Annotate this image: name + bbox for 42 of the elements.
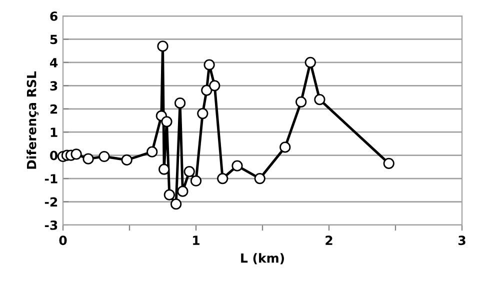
point	[314, 94, 326, 106]
point	[232, 160, 243, 172]
y-tick-label: 1	[50, 128, 58, 137]
point	[161, 116, 172, 128]
x-tick-label: 2	[326, 236, 332, 245]
point	[201, 84, 212, 96]
y-axis-title: Diferença RSL	[26, 71, 39, 169]
point	[121, 154, 132, 166]
point	[197, 108, 208, 120]
point	[190, 175, 202, 186]
point	[177, 186, 188, 197]
point	[98, 150, 110, 162]
point	[82, 153, 94, 164]
point	[146, 146, 158, 158]
x-tick-label: 3	[458, 236, 466, 246]
y-tick-label: -3	[44, 220, 58, 230]
point	[164, 189, 175, 200]
point	[209, 80, 220, 92]
point	[70, 148, 82, 160]
y-tick-label: 5	[50, 34, 58, 44]
x-axis-title: L (km)	[241, 253, 284, 264]
point	[170, 198, 182, 210]
point	[217, 173, 228, 184]
x-tick-label: 1	[193, 236, 200, 245]
point	[204, 59, 215, 70]
y-tick-label: -2	[44, 197, 58, 207]
y-tick-label: 3	[50, 81, 58, 91]
point	[280, 142, 291, 153]
point	[304, 56, 316, 68]
point	[174, 98, 186, 109]
y-tick-label: 4	[50, 58, 58, 68]
point	[383, 158, 394, 170]
point	[158, 164, 170, 175]
x-tick-label: 0	[59, 236, 67, 246]
y-tick-label: 6	[50, 11, 58, 21]
point	[184, 166, 195, 178]
point	[157, 40, 168, 52]
point	[254, 173, 266, 184]
y-tick-label: 0	[50, 150, 58, 160]
point	[296, 96, 307, 108]
y-tick-label: 2	[50, 104, 58, 114]
y-tick-label: -1	[44, 174, 58, 184]
